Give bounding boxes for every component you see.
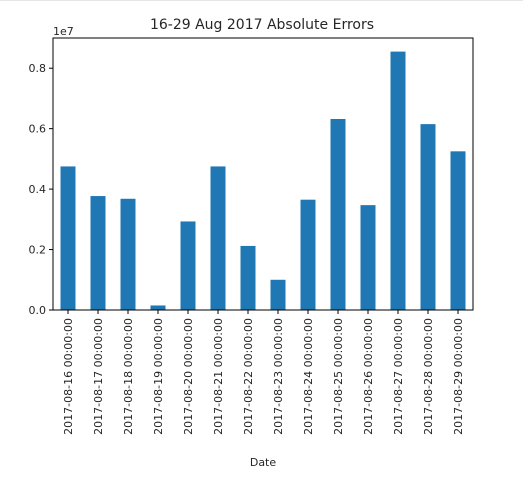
y-tick-label: 0.0 (29, 304, 47, 317)
bar-2017-08-26 (360, 205, 376, 310)
x-tick-label: 2017-08-18 00:00:00 (122, 318, 135, 435)
x-tick-label: 2017-08-24 00:00:00 (302, 318, 315, 435)
bar-2017-08-16 (60, 166, 76, 310)
bar-2017-08-17 (90, 196, 106, 310)
x-tick-label: 2017-08-23 00:00:00 (272, 318, 285, 435)
bar-2017-08-29 (450, 151, 466, 310)
bar-2017-08-27 (390, 51, 406, 310)
x-tick-label: 2017-08-20 00:00:00 (182, 318, 195, 435)
bar-2017-08-19 (150, 305, 166, 310)
y-tick-label: 0.2 (29, 244, 47, 257)
x-tick-label: 2017-08-26 00:00:00 (362, 318, 375, 435)
y-tick-label: 0.6 (29, 123, 47, 136)
y-axis-scale-label: 1e7 (53, 25, 74, 38)
bar-2017-08-28 (420, 124, 436, 310)
x-tick-label: 2017-08-17 00:00:00 (92, 318, 105, 435)
bar-2017-08-20 (180, 221, 196, 310)
chart-title: 16-29 Aug 2017 Absolute Errors (150, 17, 374, 33)
x-tick-label: 2017-08-27 00:00:00 (392, 318, 405, 435)
x-tick-label: 2017-08-28 00:00:00 (422, 318, 435, 435)
bar-2017-08-21 (210, 166, 226, 310)
x-tick-label: 2017-08-21 00:00:00 (212, 318, 225, 435)
x-tick-label: 2017-08-16 00:00:00 (62, 318, 75, 435)
bar-2017-08-25 (330, 119, 346, 310)
x-tick-label: 2017-08-19 00:00:00 (152, 318, 165, 435)
bar-2017-08-18 (120, 198, 136, 310)
x-axis-label: Date (250, 456, 277, 469)
y-tick-label: 0.4 (29, 183, 47, 196)
notebook-cell-border (0, 0, 523, 1)
y-tick-label: 0.8 (29, 62, 47, 75)
x-tick-label: 2017-08-25 00:00:00 (332, 318, 345, 435)
plot-area-frame (52, 37, 474, 311)
x-tick-label: 2017-08-22 00:00:00 (242, 318, 255, 435)
bar-2017-08-22 (240, 245, 256, 310)
bar-2017-08-24 (300, 199, 316, 310)
bar-2017-08-23 (270, 279, 286, 310)
x-tick-label: 2017-08-29 00:00:00 (452, 318, 465, 435)
